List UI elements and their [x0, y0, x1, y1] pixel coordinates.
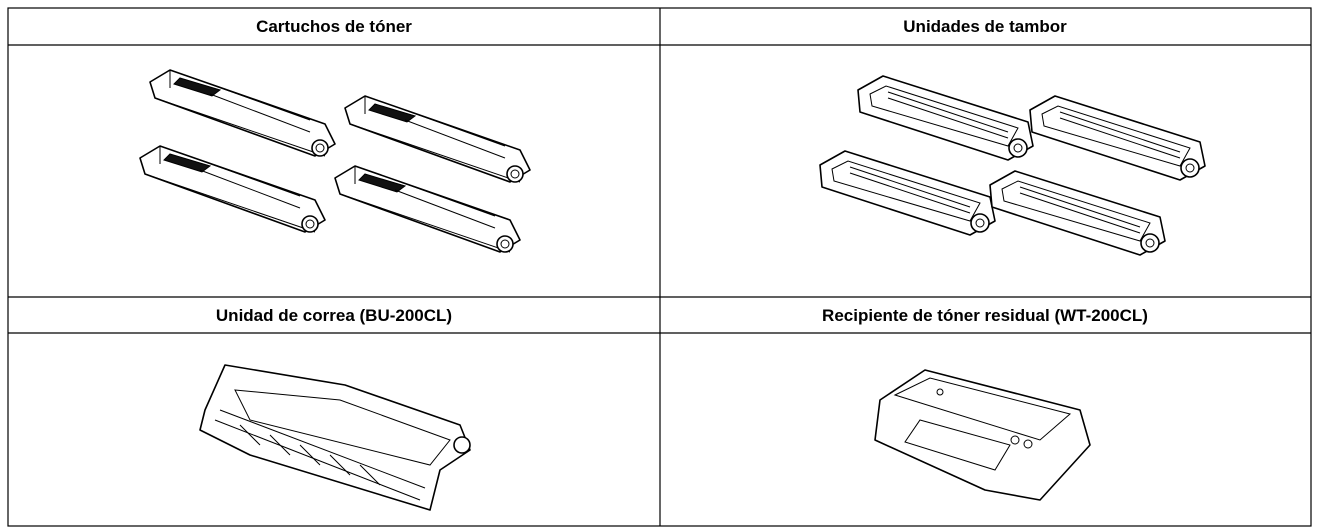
- cell-header: Recipiente de tóner residual (WT-200CL): [822, 306, 1148, 325]
- belt-unit-illustration: [199, 364, 471, 511]
- toner-cartridges-illustration: [139, 69, 531, 253]
- cell-header: Unidades de tambor: [903, 17, 1067, 36]
- drum-units-illustration: [819, 75, 1206, 256]
- cell-header: Unidad de correa (BU-200CL): [216, 306, 452, 325]
- waste-toner-box-illustration: [874, 369, 1091, 501]
- cell-header: Cartuchos de tóner: [256, 17, 412, 36]
